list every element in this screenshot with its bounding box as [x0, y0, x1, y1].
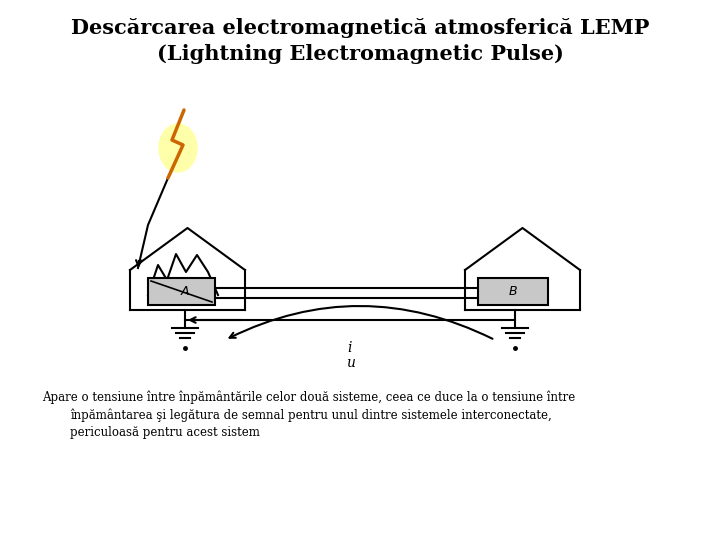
Text: i: i — [348, 341, 352, 355]
FancyArrowPatch shape — [230, 306, 492, 339]
Text: periculoasă pentru acest sistem: periculoasă pentru acest sistem — [70, 426, 260, 439]
Text: Descărcarea electromagnetică atmosferică LEMP: Descărcarea electromagnetică atmosferică… — [71, 18, 649, 38]
Bar — [478, 278, 548, 305]
Text: înpământarea şi legătura de semnal pentru unul dintre sistemele interconectate,: înpământarea şi legătura de semnal pentr… — [70, 408, 552, 422]
Bar — [148, 278, 215, 305]
Text: u: u — [346, 356, 354, 370]
Text: (Lightning Electromagnetic Pulse): (Lightning Electromagnetic Pulse) — [156, 44, 564, 64]
Text: B: B — [509, 285, 517, 298]
Text: Apare o tensiune între înpământările celor două sisteme, ceea ce duce la o tensi: Apare o tensiune între înpământările cel… — [42, 390, 575, 403]
Ellipse shape — [159, 124, 197, 172]
Text: A: A — [180, 285, 189, 298]
